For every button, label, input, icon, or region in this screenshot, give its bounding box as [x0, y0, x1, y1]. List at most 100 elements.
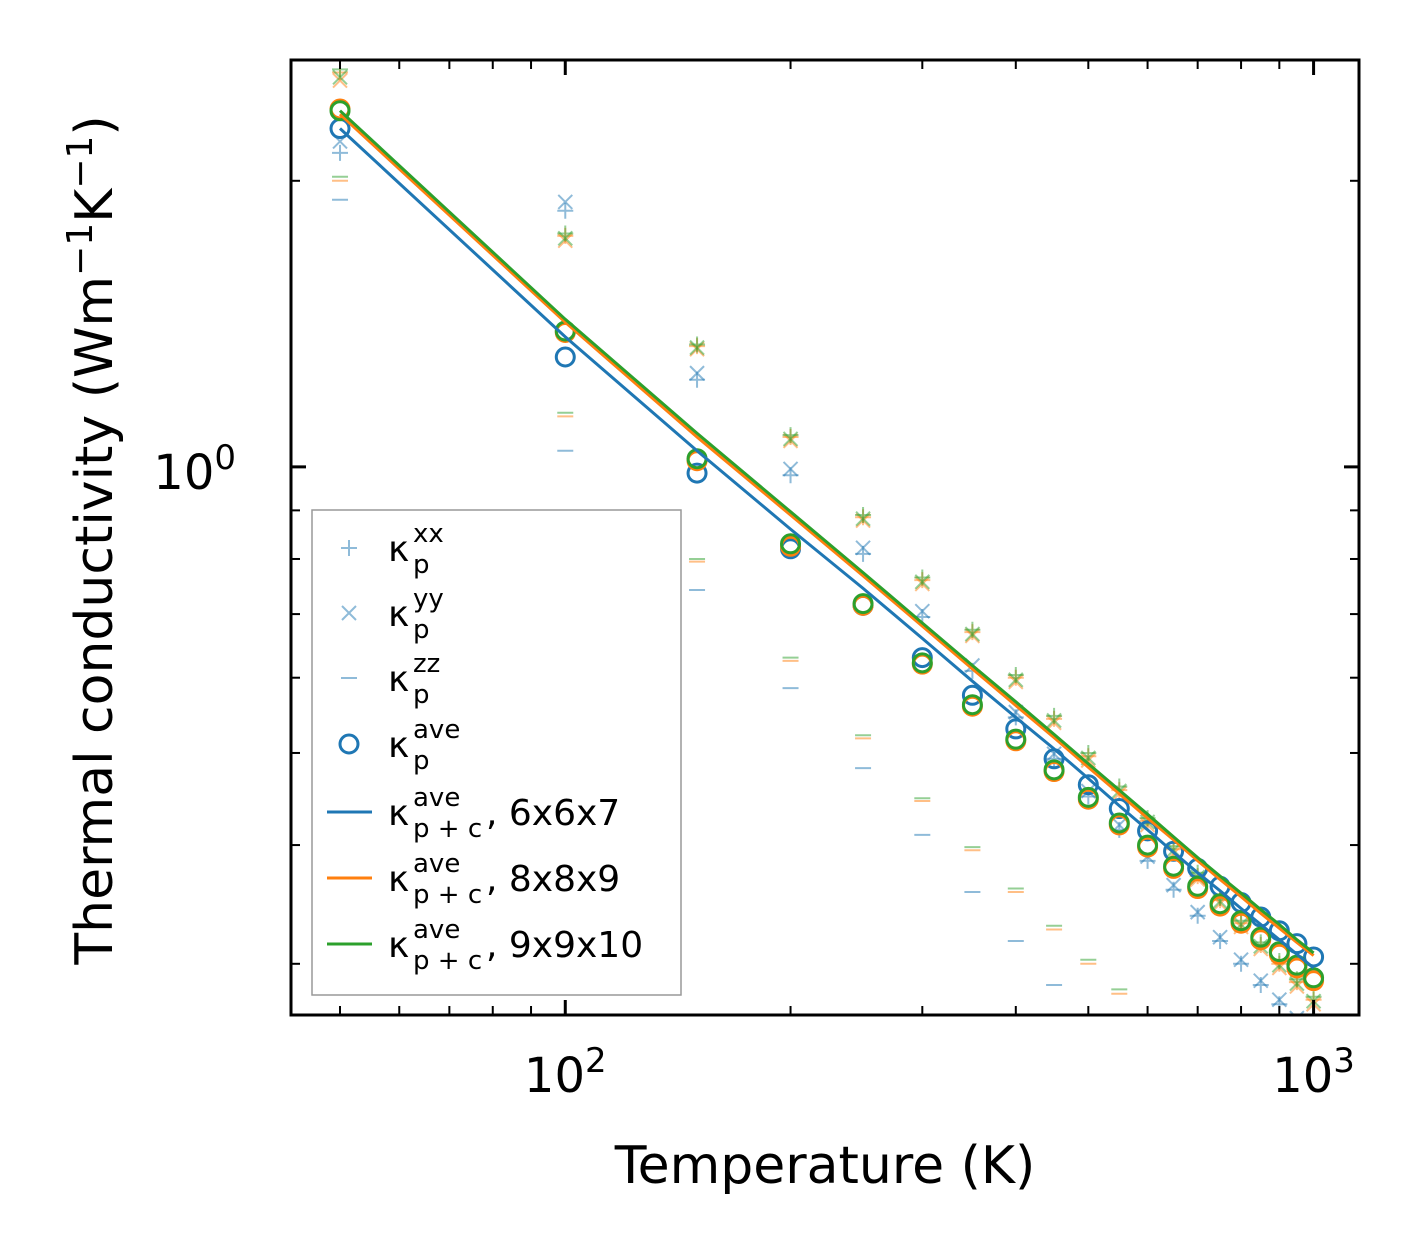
- legend-label-sub: p + c: [413, 814, 482, 844]
- legend-circle-marker: [338, 733, 360, 755]
- marker-yy-grid_6x6x7: [1253, 972, 1269, 989]
- marker-xx-grid_9x9x10: [855, 506, 872, 523]
- marker-yy-grid_9x9x10: [914, 574, 931, 590]
- y-axis-label-text: Thermal conductivity (Wm: [65, 276, 125, 966]
- marker-ave-grid_9x9x10: [1250, 926, 1272, 948]
- marker-ave-grid_9x9x10: [1137, 834, 1159, 856]
- marker-ave-grid_9x9x10: [961, 694, 983, 716]
- marker-ave-grid_9x9x10: [1163, 855, 1185, 877]
- marker-ave-grid_9x9x10: [1303, 967, 1325, 989]
- marker-yy-grid_9x9x10: [1008, 672, 1024, 688]
- plot-area: [329, 61, 1325, 1015]
- marker-yy-grid_6x6x7: [557, 194, 573, 210]
- marker-ave-grid_9x9x10: [780, 533, 802, 555]
- marker-yy-grid_9x9x10: [557, 230, 573, 246]
- legend-label-sup: zz: [413, 649, 440, 679]
- x-tick-label-base: 10: [1272, 1048, 1333, 1104]
- y-axis-label-sup2: −1: [60, 136, 101, 189]
- series-line-9x9x10: [338, 109, 1315, 955]
- marker-ave-grid_6x6x7: [554, 346, 576, 368]
- marker-yy-grid_9x9x10: [332, 69, 348, 86]
- legend-label-0: κ xx p: [388, 519, 444, 580]
- legend-label-sup: ave: [413, 715, 460, 745]
- marker-yy-grid_9x9x10: [1046, 712, 1062, 729]
- marker-yy-grid_8x8x9: [332, 72, 348, 89]
- marker-ave-grid_6x6x7: [1137, 820, 1159, 842]
- marker-yy-grid_9x9x10: [964, 626, 981, 642]
- marker-yy-grid_6x6x7: [1046, 746, 1062, 762]
- marker-yy-grid_6x6x7: [1289, 1010, 1305, 1015]
- legend-label-2: κ zz p: [388, 649, 440, 710]
- marker-ave-grid_9x9x10: [1187, 875, 1209, 897]
- marker-ave-grid_9x9x10: [911, 652, 933, 674]
- marker-ave-grid_6x6x7: [686, 462, 708, 484]
- x-axis-label: Temperature (K): [614, 1136, 1036, 1196]
- legend-label-5: κ ave p + c, 8x8x9: [388, 849, 620, 910]
- marker-yy-grid_9x9x10: [855, 510, 871, 527]
- marker-yy-grid_6x6x7: [1233, 951, 1249, 968]
- y-axis-label-end: ): [65, 115, 125, 135]
- y-tick-label-1: 100: [153, 438, 236, 501]
- marker-yy-grid_6x6x7: [1212, 929, 1228, 945]
- marker-yy-grid_9x9x10: [782, 431, 799, 447]
- legend-label-sub: p + c: [413, 946, 482, 976]
- marker-xx-grid_6x6x7: [1212, 933, 1229, 950]
- y-tick-label-base: 10: [153, 445, 214, 501]
- legend-label-sub: p: [413, 746, 430, 776]
- marker-yy-grid_6x6x7: [1165, 877, 1182, 893]
- legend-label-main: κ: [388, 594, 409, 635]
- marker-yy-grid_6x6x7: [855, 540, 871, 556]
- marker-ave-grid_9x9x10: [1209, 893, 1231, 915]
- marker-yy-grid_6x6x7: [914, 603, 931, 619]
- marker-ave-grid_9x9x10: [852, 593, 874, 615]
- legend-label-suffix: , 8x8x9: [486, 859, 620, 900]
- y-tick-label-exponent: 0: [214, 438, 236, 478]
- legend-label-3: κ ave p: [388, 715, 460, 776]
- legend-label-main: κ: [388, 529, 409, 570]
- y-axis-label: Thermal conductivity (Wm−1K−1): [60, 115, 125, 965]
- legend-label-sup: xx: [413, 519, 444, 549]
- legend-label-1: κ yy p: [388, 584, 444, 645]
- legend-plus-marker: [341, 540, 357, 556]
- legend-label-4: κ ave p + c, 6x6x7: [388, 783, 620, 844]
- legend-label-main: κ: [388, 725, 409, 766]
- marker-ave-grid_6x6x7: [1005, 718, 1027, 740]
- legend-label-suffix: , 9x9x10: [486, 925, 643, 966]
- marker-ave-grid_9x9x10: [1005, 728, 1027, 750]
- legend-label-sub: p: [413, 680, 430, 710]
- marker-ave-grid_6x6x7: [961, 684, 983, 706]
- series-line-8x8x9: [338, 113, 1315, 957]
- legend-label-sub: p: [413, 615, 430, 645]
- legend-label-main: κ: [388, 925, 409, 966]
- marker-yy-grid_9x9x10: [689, 339, 705, 356]
- legend-label-suffix: , 6x6x7: [486, 793, 620, 834]
- x-tick-label-exponent: 3: [1333, 1041, 1355, 1081]
- legend-label-sup: yy: [413, 584, 444, 614]
- marker-ave-grid_9x9x10: [1108, 812, 1130, 834]
- marker-xx-grid_9x9x10: [782, 427, 799, 444]
- marker-xx-grid_9x9x10: [689, 336, 706, 353]
- x-tick-label-base: 10: [524, 1048, 585, 1104]
- marker-xx-grid_6x6x7: [1189, 907, 1206, 924]
- legend-label-sup: ave: [413, 849, 460, 879]
- marker-ave-grid_9x9x10: [1043, 759, 1065, 781]
- legend-label-sub: p + c: [413, 880, 482, 910]
- legend-label-main: κ: [388, 793, 409, 834]
- series-line-6x6x7: [338, 127, 1315, 970]
- marker-ave-grid_9x9x10: [1230, 910, 1252, 932]
- marker-ave-grid_9x9x10: [1077, 786, 1099, 808]
- marker-yy-grid_6x6x7: [689, 365, 705, 381]
- marker-yy-grid_6x6x7: [782, 461, 799, 477]
- legend-cross-marker: [341, 605, 357, 621]
- legend-box: [311, 509, 682, 996]
- x-tick-label-1000: 103: [1272, 1041, 1355, 1104]
- marker-yy-grid_6x6x7: [1189, 904, 1206, 920]
- legend-label-main: κ: [388, 859, 409, 900]
- legend-label-sup: ave: [413, 783, 460, 813]
- y-axis-label-mid: K: [65, 187, 125, 223]
- legend-label-6: κ ave p + c, 9x9x10: [388, 915, 643, 976]
